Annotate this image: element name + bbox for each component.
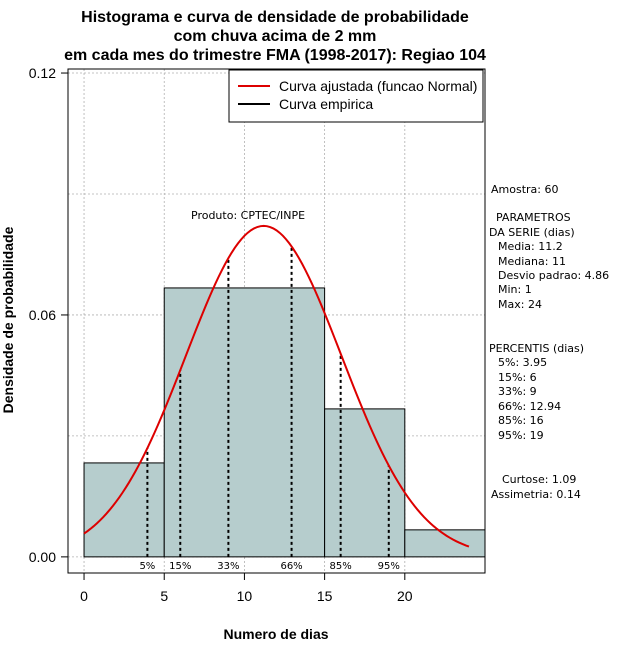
stat-max: Max: 24 bbox=[498, 298, 542, 311]
stat-p95: 95%: 19 bbox=[498, 429, 544, 442]
stat-p33: 33%: 9 bbox=[498, 385, 537, 398]
stat-amostra: Amostra: 60 bbox=[491, 183, 558, 196]
x-tick-label: 20 bbox=[397, 588, 413, 604]
percentile-label: 33% bbox=[217, 561, 239, 572]
x-tick-label: 15 bbox=[317, 588, 333, 604]
histogram-bars bbox=[83, 287, 486, 558]
x-axis-label: Numero de dias bbox=[223, 626, 328, 642]
stat-desvio: Desvio padrao: 4.86 bbox=[498, 269, 609, 282]
stat-p66: 66%: 12.94 bbox=[498, 400, 561, 413]
legend-label-empirical: Curva empirica bbox=[279, 96, 373, 112]
x-tick-label: 5 bbox=[160, 588, 168, 604]
normal-curve bbox=[83, 224, 470, 548]
stat-pct-title: PERCENTIS (dias) bbox=[489, 342, 584, 355]
stat-min: Min: 1 bbox=[498, 283, 532, 296]
chart-title-line-2: com chuva acima de 2 mm bbox=[174, 28, 377, 45]
stat-assimetria: Assimetria: 0.14 bbox=[491, 488, 581, 501]
product-watermark: Produto: CPTEC/INPE bbox=[191, 209, 305, 222]
y-tick-label: 0.06 bbox=[29, 307, 56, 323]
histogram-bar bbox=[83, 462, 165, 558]
normal-curve-layer bbox=[83, 224, 470, 548]
histogram-bar bbox=[163, 287, 326, 558]
y-tick-label: 0.00 bbox=[29, 549, 56, 565]
histogram-bar bbox=[324, 408, 406, 558]
stat-media: Media: 11.2 bbox=[498, 240, 563, 253]
y-tick-label: 0.12 bbox=[29, 65, 56, 81]
stat-p85: 85%: 16 bbox=[498, 414, 544, 427]
percentile-lines: 5% 15% 33% 66% 85% 95% bbox=[139, 246, 400, 572]
stat-p5: 5%: 3.95 bbox=[498, 356, 547, 369]
stat-param-title-2: DA SERIE (dias) bbox=[489, 226, 575, 239]
stat-p15: 15%: 6 bbox=[498, 371, 537, 384]
stat-curtose: Curtose: 1.09 bbox=[502, 473, 576, 486]
x-tick-label: 10 bbox=[237, 588, 253, 604]
axes: 0 5 10 15 20 0.00 0.06 0.12 bbox=[29, 65, 413, 604]
percentile-label: 85% bbox=[330, 561, 352, 572]
y-axis-label: Densidade de probabilidade bbox=[0, 226, 16, 413]
stat-mediana: Mediana: 11 bbox=[498, 255, 566, 268]
percentile-label: 5% bbox=[139, 561, 155, 572]
legend: Curva ajustada (funcao Normal) Curva emp… bbox=[228, 69, 484, 123]
stats-panel: Amostra: 60 PARAMETROS DA SERIE (dias) M… bbox=[489, 183, 609, 501]
legend-box bbox=[228, 69, 484, 123]
chart-title-line-3: em cada mes do trimestre FMA (1998-2017)… bbox=[64, 47, 486, 64]
legend-label-normal: Curva ajustada (funcao Normal) bbox=[279, 78, 477, 94]
percentile-label: 66% bbox=[280, 561, 302, 572]
percentile-label: 95% bbox=[378, 561, 400, 572]
x-tick-label: 0 bbox=[80, 588, 88, 604]
stat-param-title-1: PARAMETROS bbox=[496, 211, 571, 224]
percentile-label: 15% bbox=[169, 561, 191, 572]
chart-title-line-1: Histograma e curva de densidade de proba… bbox=[81, 9, 469, 26]
